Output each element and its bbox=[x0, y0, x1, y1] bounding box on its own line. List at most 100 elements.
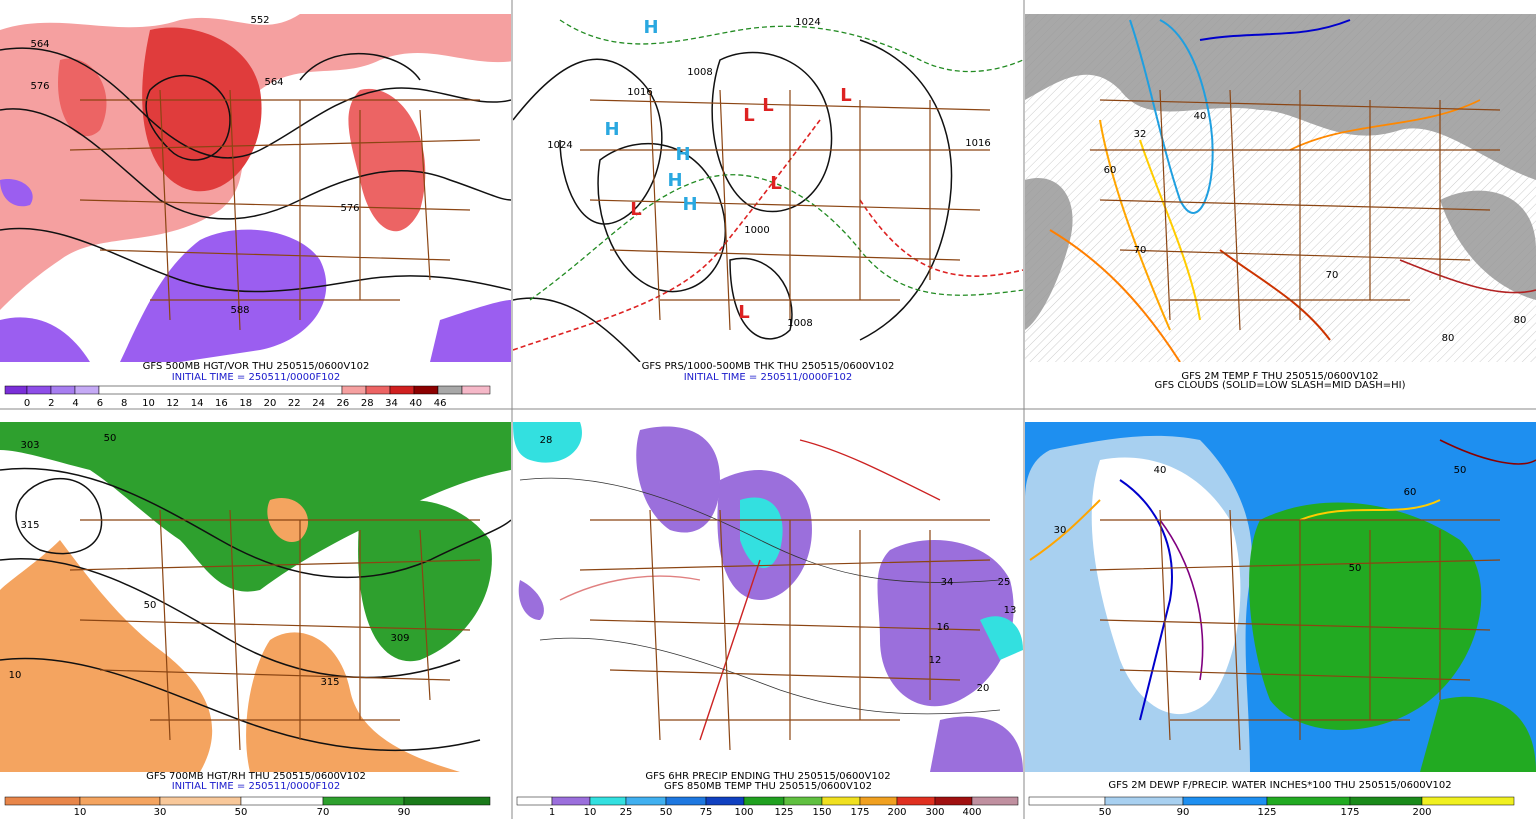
map-label: 309 bbox=[390, 633, 409, 644]
map-label: 552 bbox=[250, 15, 269, 26]
map-label: 576 bbox=[30, 81, 49, 92]
map-label: 80 bbox=[1514, 315, 1527, 326]
map-label: 40 bbox=[1194, 111, 1207, 122]
map-label: 1024 bbox=[547, 140, 572, 151]
map-label: 13 bbox=[1004, 605, 1017, 616]
colorbar-label: 6 bbox=[97, 398, 103, 409]
colorbar-label: 50 bbox=[235, 807, 248, 818]
caption: INITIAL TIME = 250511/0000F102 bbox=[172, 781, 341, 792]
map-label: H bbox=[667, 170, 682, 191]
map-label: 576 bbox=[340, 203, 359, 214]
colorbar-label: 0 bbox=[24, 398, 30, 409]
map-500mb-vorticity bbox=[0, 14, 511, 362]
map-label: 70 bbox=[1326, 270, 1339, 281]
map-label: 80 bbox=[1442, 333, 1455, 344]
caption: INITIAL TIME = 250511/0000F102 bbox=[172, 372, 341, 383]
map-label: 50 bbox=[104, 433, 117, 444]
colorbar-label: 20 bbox=[264, 398, 277, 409]
colorbar-label: 10 bbox=[584, 807, 597, 818]
map-label: 16 bbox=[937, 622, 950, 633]
colorbar-label: 40 bbox=[409, 398, 422, 409]
map-label: 30 bbox=[1054, 525, 1067, 536]
colorbar-label: 1 bbox=[549, 807, 555, 818]
colorbar bbox=[1028, 796, 1515, 806]
colorbar-label: 200 bbox=[1412, 807, 1431, 818]
map-label: H bbox=[604, 119, 619, 140]
map-label: 1016 bbox=[627, 87, 652, 98]
map-label: L bbox=[762, 95, 773, 116]
colorbar-label: 200 bbox=[887, 807, 906, 818]
map-label: 1008 bbox=[787, 318, 812, 329]
colorbar-label: 300 bbox=[925, 807, 944, 818]
map-label: 1008 bbox=[687, 67, 712, 78]
caption: GFS 2M TEMP F THU 250515/0600V102 bbox=[1181, 371, 1378, 382]
map-label: 34 bbox=[941, 577, 954, 588]
colorbar-label: 26 bbox=[337, 398, 350, 409]
map-label: 60 bbox=[1104, 165, 1117, 176]
map-2m-temp-clouds bbox=[1025, 14, 1536, 362]
colorbar-label: 12 bbox=[166, 398, 179, 409]
colorbar bbox=[516, 796, 1019, 806]
caption: GFS 500MB HGT/VOR THU 250515/0600V102 bbox=[143, 361, 370, 372]
colorbar-label: 90 bbox=[1177, 807, 1190, 818]
colorbar-label: 125 bbox=[774, 807, 793, 818]
map-700mb-rh bbox=[0, 422, 511, 772]
map-label: H bbox=[682, 194, 697, 215]
colorbar-label: 30 bbox=[154, 807, 167, 818]
caption: GFS PRS/1000-500MB THK THU 250515/0600V1… bbox=[642, 361, 895, 372]
colorbar-label: 50 bbox=[1099, 807, 1112, 818]
map-label: 315 bbox=[20, 520, 39, 531]
map-label: 315 bbox=[320, 677, 339, 688]
colorbar-label: 34 bbox=[385, 398, 398, 409]
map-label: 303 bbox=[20, 440, 39, 451]
map-label: 1000 bbox=[744, 225, 769, 236]
colorbar-label: 10 bbox=[142, 398, 155, 409]
map-label: 32 bbox=[1134, 129, 1147, 140]
map-label: 588 bbox=[230, 305, 249, 316]
colorbar-label: 175 bbox=[1340, 807, 1359, 818]
colorbar-label: 16 bbox=[215, 398, 228, 409]
colorbar-label: 14 bbox=[191, 398, 204, 409]
map-label: H bbox=[643, 17, 658, 38]
caption: GFS 2M DEWP F/PRECIP. WATER INCHES*100 T… bbox=[1108, 780, 1451, 791]
colorbar-label: 46 bbox=[434, 398, 447, 409]
colorbar-label: 400 bbox=[962, 807, 981, 818]
map-label: 1024 bbox=[795, 17, 820, 28]
colorbar-label: 50 bbox=[660, 807, 673, 818]
colorbar-label: 70 bbox=[317, 807, 330, 818]
map-label: 50 bbox=[1349, 563, 1362, 574]
map-precip-850mb bbox=[513, 422, 1023, 772]
colorbar-label: 2 bbox=[48, 398, 54, 409]
colorbar-label: 8 bbox=[121, 398, 127, 409]
colorbar-label: 90 bbox=[398, 807, 411, 818]
map-label: L bbox=[743, 105, 754, 126]
colorbar-label: 75 bbox=[700, 807, 713, 818]
caption: INITIAL TIME = 250511/0000F102 bbox=[684, 372, 853, 383]
colorbar-label: 24 bbox=[312, 398, 325, 409]
map-label: L bbox=[840, 85, 851, 106]
colorbar-label: 100 bbox=[734, 807, 753, 818]
caption: GFS 6HR PRECIP ENDING THU 250515/0600V10… bbox=[645, 771, 890, 782]
map-label: 10 bbox=[9, 670, 22, 681]
caption: GFS CLOUDS (SOLID=LOW SLASH=MID DASH=HI) bbox=[1154, 380, 1405, 391]
map-label: L bbox=[738, 302, 749, 323]
map-label: 50 bbox=[144, 600, 157, 611]
map-label: 25 bbox=[998, 577, 1011, 588]
caption: GFS 700MB HGT/RH THU 250515/0600V102 bbox=[146, 771, 366, 782]
map-label: L bbox=[630, 199, 641, 220]
colorbar bbox=[4, 385, 491, 395]
colorbar-label: 18 bbox=[239, 398, 252, 409]
map-label: 564 bbox=[30, 39, 49, 50]
map-label: 564 bbox=[264, 77, 283, 88]
caption: GFS 850MB TEMP THU 250515/0600V102 bbox=[664, 781, 872, 792]
map-label: 40 bbox=[1154, 465, 1167, 476]
colorbar-label: 150 bbox=[812, 807, 831, 818]
colorbar-label: 4 bbox=[72, 398, 78, 409]
map-pressure-thickness bbox=[513, 0, 1023, 362]
map-label: 70 bbox=[1134, 245, 1147, 256]
map-label: 20 bbox=[977, 683, 990, 694]
colorbar-label: 22 bbox=[288, 398, 301, 409]
map-label: 1016 bbox=[965, 138, 990, 149]
map-label: H bbox=[675, 144, 690, 165]
